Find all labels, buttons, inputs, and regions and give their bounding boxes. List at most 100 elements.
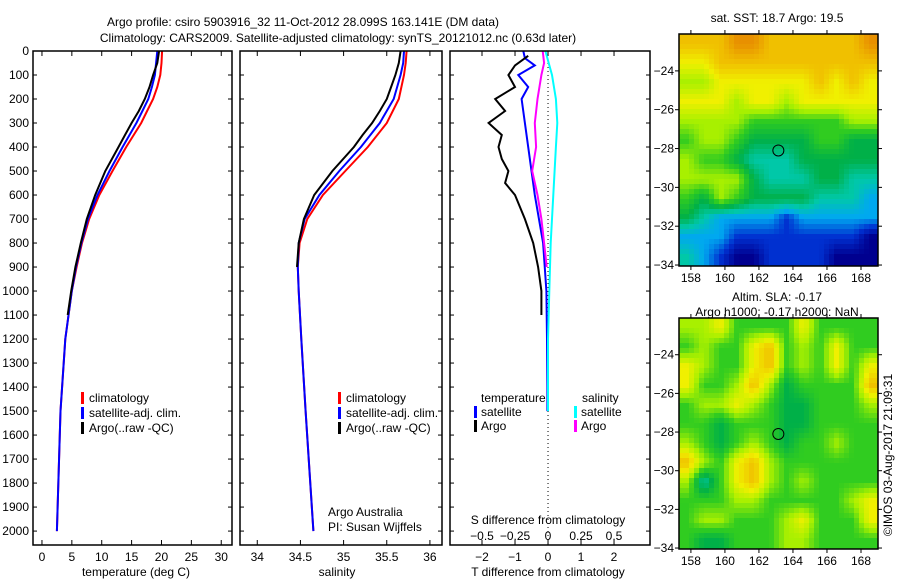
- sla-map-cell: [834, 318, 839, 323]
- sla-map-cell: [859, 338, 864, 343]
- sst-map-cell: [829, 189, 834, 194]
- sst-map-cell: [859, 69, 864, 74]
- sst-map-cell: [809, 249, 814, 254]
- sst-map-cell: [804, 229, 809, 234]
- sla-map-cell: [739, 333, 744, 338]
- sst-map-cell: [734, 219, 739, 224]
- sla-map-cell: [709, 443, 714, 448]
- sst-map-cell: [704, 99, 709, 104]
- sst-map-cell: [729, 109, 734, 114]
- sla-map-cell: [729, 368, 734, 373]
- sla-map-cell: [689, 328, 694, 333]
- sla-map-cell: [714, 368, 719, 373]
- sst-map-cell: [869, 144, 874, 149]
- sla-map-cell: [874, 333, 878, 338]
- sla-map-cell: [689, 523, 694, 528]
- sst-map-cell: [874, 259, 878, 264]
- sst-map-cell: [684, 159, 689, 164]
- sst-map-cell: [689, 39, 694, 44]
- sla-map-cell: [834, 503, 839, 508]
- sla-map-cell: [859, 363, 864, 368]
- sla-map-cell: [749, 488, 754, 493]
- sst-map-ytick-label: −24: [654, 64, 675, 78]
- sla-map-cell: [869, 348, 874, 353]
- sst-map-cell: [784, 39, 789, 44]
- sst-map-cell: [754, 244, 759, 249]
- sla-map-cell: [849, 493, 854, 498]
- sst-map-cell: [799, 229, 804, 234]
- sst-map-cell: [729, 234, 734, 239]
- salinity-legend-label: climatology: [346, 391, 406, 405]
- sla-map-cell: [829, 528, 834, 533]
- sst-map-cell: [789, 219, 794, 224]
- sla-map-cell: [864, 453, 869, 458]
- sst-map-cell: [734, 209, 739, 214]
- sla-map-cell: [759, 528, 764, 533]
- sla-map-cell: [704, 318, 709, 323]
- sst-map-cell: [684, 254, 689, 259]
- sla-map-cell: [874, 518, 878, 523]
- sst-map-cell: [709, 54, 714, 59]
- sst-map-cell: [789, 164, 794, 169]
- sst-map-cell: [679, 189, 684, 194]
- sla-map-cell: [679, 428, 684, 433]
- sla-map-cell: [854, 533, 859, 538]
- sst-map-cell: [744, 59, 749, 64]
- sst-map-cell: [769, 94, 774, 99]
- sla-map-cell: [679, 528, 684, 533]
- sst-map-cell: [759, 264, 764, 266]
- sst-map-cell: [789, 99, 794, 104]
- sla-map-cell: [819, 378, 824, 383]
- sst-map-cell: [779, 174, 784, 179]
- sla-map-cell: [749, 538, 754, 543]
- sla-map-cell: [729, 333, 734, 338]
- sst-map-cell: [799, 44, 804, 49]
- sst-map-cell: [684, 239, 689, 244]
- sla-map-cell: [859, 318, 864, 323]
- sla-map-cell: [699, 358, 704, 363]
- sst-map-cell: [869, 69, 874, 74]
- sla-map-cell: [699, 473, 704, 478]
- sst-map-cell: [799, 174, 804, 179]
- sst-map-cell: [679, 59, 684, 64]
- sst-map-cell: [854, 39, 859, 44]
- sla-map-cell: [804, 343, 809, 348]
- sst-map-cell: [699, 54, 704, 59]
- sst-map-cell: [699, 134, 704, 139]
- sla-map-cell: [869, 523, 874, 528]
- sla-map-cell: [849, 318, 854, 323]
- sst-map-cell: [714, 194, 719, 199]
- sst-map-cell: [819, 239, 824, 244]
- sst-map-cell: [754, 214, 759, 219]
- sst-map-cell: [824, 134, 829, 139]
- sla-map-cell: [679, 423, 684, 428]
- sst-map-cell: [794, 44, 799, 49]
- sst-map-cell: [824, 44, 829, 49]
- sst-map-cell: [684, 189, 689, 194]
- sst-map-cell: [874, 124, 878, 129]
- sst-map-cell: [794, 114, 799, 119]
- sla-map-cell: [754, 508, 759, 513]
- sla-map-cell: [809, 468, 814, 473]
- sla-map-cell: [854, 463, 859, 468]
- sst-map-cell: [729, 164, 734, 169]
- sla-map-cell: [814, 433, 819, 438]
- sst-map-cell: [759, 254, 764, 259]
- sla-map-cell: [839, 468, 844, 473]
- sst-map-cell: [819, 34, 824, 39]
- sla-map-cell: [799, 393, 804, 398]
- sla-map-cell: [759, 353, 764, 358]
- sst-map-cell: [864, 94, 869, 99]
- sla-map-cell: [764, 363, 769, 368]
- sla-map-cell: [759, 418, 764, 423]
- tdiff-xlabel: T difference from climatology: [471, 565, 625, 579]
- sst-map-cell: [854, 169, 859, 174]
- sla-map-cell: [759, 388, 764, 393]
- sst-map-cell: [754, 259, 759, 264]
- sla-map-cell: [729, 498, 734, 503]
- sst-map-cell: [754, 219, 759, 224]
- sla-map-cell: [754, 343, 759, 348]
- sla-map-cell: [799, 428, 804, 433]
- sst-map-cell: [784, 219, 789, 224]
- sst-map-cell: [709, 44, 714, 49]
